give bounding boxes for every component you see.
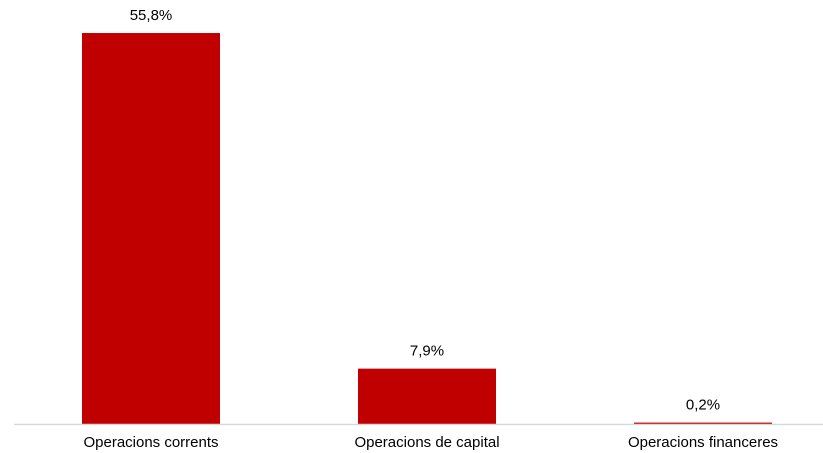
x-tick-labels-group: Operacions corrents Operacions de capital… xyxy=(83,434,778,451)
data-labels-group: 55,8% 7,9% 0,2% xyxy=(130,7,720,414)
x-tick-label-1: Operacions de capital xyxy=(354,434,499,451)
data-label-2: 0,2% xyxy=(686,397,720,414)
bar-0 xyxy=(82,33,220,424)
data-label-0: 55,8% xyxy=(130,7,173,24)
bars-group xyxy=(82,33,772,424)
data-label-1: 7,9% xyxy=(410,343,444,360)
bar-1 xyxy=(358,368,496,424)
x-tick-label-2: Operacions financeres xyxy=(628,434,778,451)
bar-2 xyxy=(634,422,772,424)
x-tick-label-0: Operacions corrents xyxy=(83,434,218,451)
